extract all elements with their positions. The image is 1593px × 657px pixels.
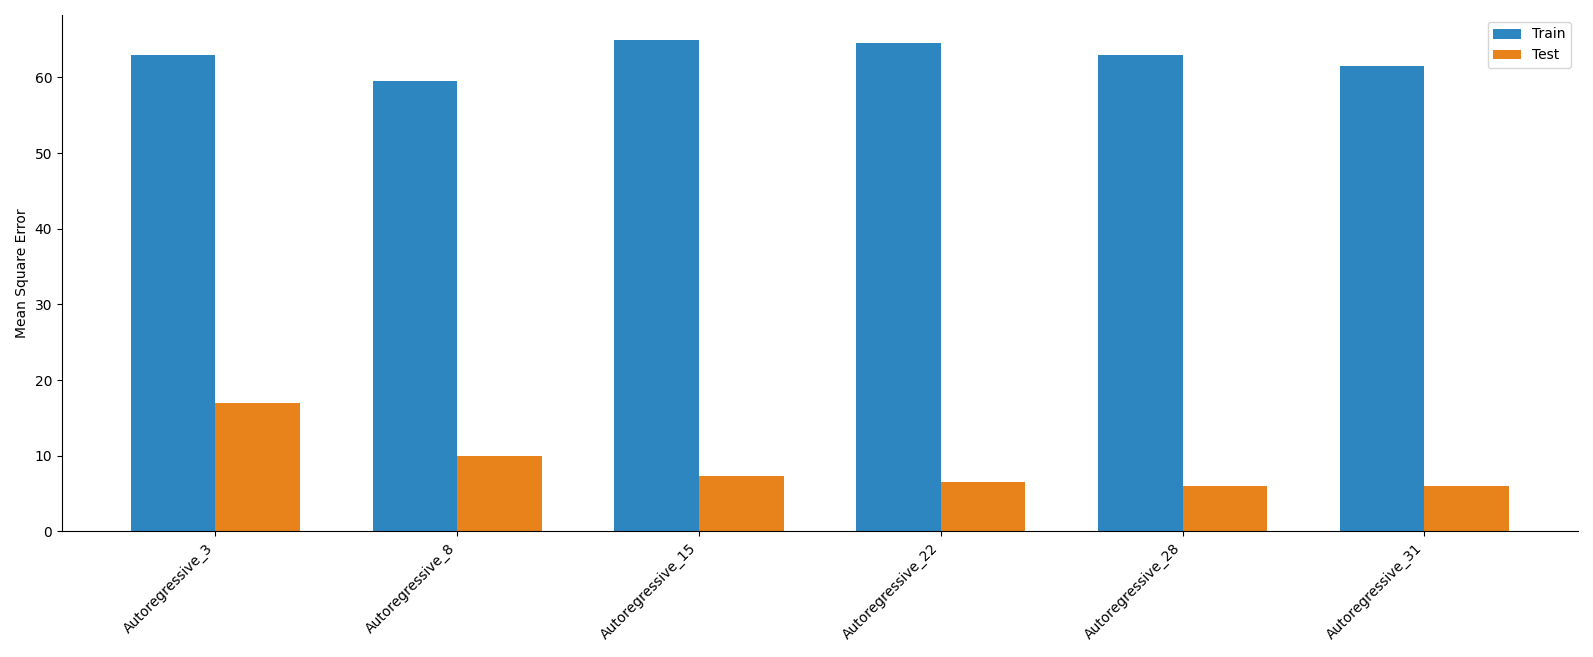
Bar xyxy=(457,456,542,532)
Bar xyxy=(855,43,941,532)
Bar xyxy=(1340,66,1424,532)
Bar xyxy=(373,81,457,532)
Bar xyxy=(1424,486,1509,532)
Legend: Train, Test: Train, Test xyxy=(1488,22,1571,68)
Bar xyxy=(1098,55,1182,532)
Bar xyxy=(699,476,784,532)
Y-axis label: Mean Square Error: Mean Square Error xyxy=(14,208,29,338)
Bar xyxy=(615,39,699,532)
Bar xyxy=(1182,486,1268,532)
Bar xyxy=(941,482,1026,532)
Bar xyxy=(131,55,215,532)
Bar xyxy=(215,403,299,532)
